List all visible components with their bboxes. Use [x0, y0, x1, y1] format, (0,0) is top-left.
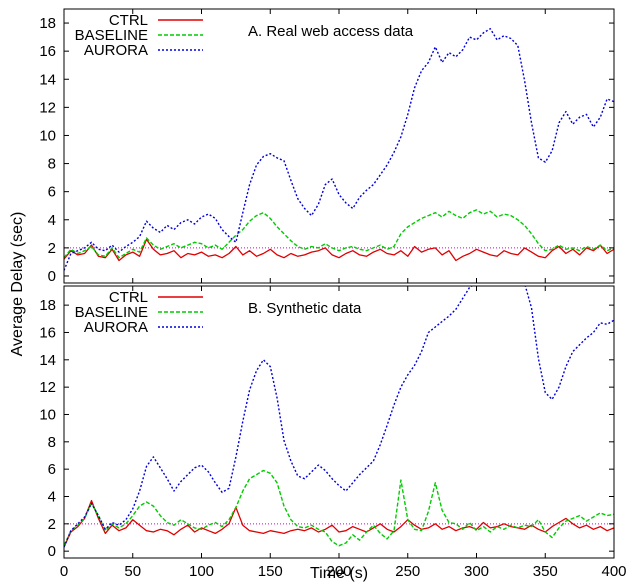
legend-label: AURORA: [84, 319, 148, 336]
x-tick-label: 150: [258, 563, 283, 580]
y-tick-label: 0: [48, 268, 56, 285]
series-line-baseline: [64, 209, 614, 259]
legend-label: AURORA: [84, 42, 148, 59]
legend-label: CTRL: [109, 289, 148, 306]
x-axis-label: Time (s): [310, 565, 368, 582]
y-tick-label: 8: [48, 156, 56, 173]
y-tick-label: 2: [48, 240, 56, 257]
legend-label: BASELINE: [75, 304, 148, 321]
y-axis-label: Average Delay (sec): [9, 212, 26, 357]
y-tick-label: 12: [39, 99, 56, 116]
x-tick-label: 300: [464, 563, 489, 580]
series-line-aurora: [64, 28, 614, 271]
series-line-ctrl: [64, 499, 614, 548]
series-line-ctrl: [64, 238, 614, 262]
x-tick-label: 50: [124, 563, 141, 580]
y-tick-label: 6: [48, 461, 56, 478]
y-tick-label: 16: [39, 324, 56, 341]
x-tick-label: 400: [601, 563, 626, 580]
series-line-aurora: [64, 286, 614, 548]
legend-label: BASELINE: [75, 27, 148, 44]
y-tick-label: 6: [48, 184, 56, 201]
panels: 0 2 4 6 8 10 12 14 16 18 A. Real web access data CT…: [39, 8, 627, 580]
x-tick-label: 0: [60, 563, 68, 580]
x-tick-label: 350: [533, 563, 558, 580]
panel-title: A. Real web access data: [248, 23, 414, 40]
x-tick-label: 250: [395, 563, 420, 580]
y-tick-label: 4: [48, 488, 56, 505]
y-tick-label: 10: [39, 127, 56, 144]
y-tick-label: 10: [39, 406, 56, 423]
panel-title: B. Synthetic data: [248, 300, 362, 317]
x-tick-label: 200: [326, 563, 351, 580]
panel-a: 0 2 4 6 8 10 12 14 16 18 A. Real web access data CT…: [39, 8, 615, 285]
y-tick-label: 14: [39, 352, 56, 369]
y-tick-label: 2: [48, 516, 56, 533]
series-group: [64, 28, 614, 271]
panel-b: 0 2 4 6 8 10 12 14 16 18 0 50 100 150 200 250 300 350 400 B…: [39, 285, 627, 580]
legend-label: CTRL: [109, 12, 148, 29]
x-tick-label: 100: [189, 563, 214, 580]
y-tick-label: 0: [48, 543, 56, 560]
y-tick-label: 18: [39, 297, 56, 314]
y-tick-label: 14: [39, 71, 56, 88]
y-tick-label: 18: [39, 15, 56, 32]
series-line-baseline: [64, 469, 614, 547]
y-tick-label: 12: [39, 379, 56, 396]
y-tick-label: 8: [48, 434, 56, 451]
y-tick-label: 4: [48, 212, 56, 229]
y-tick-label: 16: [39, 43, 56, 60]
series-group: [64, 286, 614, 548]
